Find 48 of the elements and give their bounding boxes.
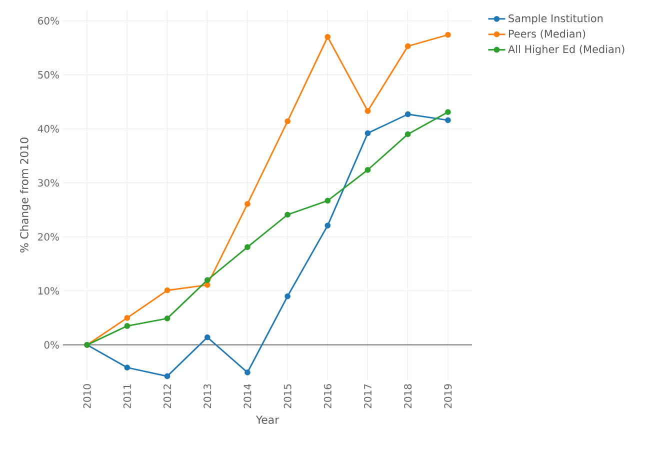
point [244, 200, 250, 207]
point [244, 369, 250, 376]
x-tick-label: 2014 [244, 384, 252, 408]
point [445, 117, 451, 124]
y-tick-label: 30% [38, 179, 59, 187]
y-tick-label: 60% [38, 17, 59, 25]
point [324, 34, 331, 40]
legend-label: Sample Institution [508, 14, 603, 24]
x-axis-title: Year [256, 416, 280, 424]
point [204, 334, 210, 340]
y-tick-label: 40% [38, 125, 59, 133]
y-axis-title: % Change from 2010 [20, 138, 30, 252]
point [364, 130, 371, 136]
point [324, 222, 331, 228]
point [364, 108, 371, 114]
point [124, 323, 130, 329]
point [284, 118, 290, 124]
y-tick-label: 10% [38, 287, 59, 295]
x-tick-label: 2019 [444, 384, 452, 408]
point [164, 287, 170, 294]
legend-label: Peers (Median) [508, 30, 586, 39]
point [404, 131, 411, 138]
point [324, 198, 331, 204]
point [284, 293, 290, 300]
point [124, 314, 130, 321]
point [124, 364, 130, 371]
point [164, 373, 170, 380]
point [404, 43, 411, 50]
legend-label: All Higher Ed (Median) [508, 45, 624, 56]
y-tick-label: 20% [38, 233, 59, 241]
x-tick-label: 2015 [284, 384, 292, 408]
x-tick-label: 2012 [163, 384, 172, 408]
x-tick-label: 2018 [404, 384, 412, 408]
x-tick-label: 2017 [364, 384, 372, 408]
point [284, 212, 290, 218]
point [445, 109, 451, 116]
x-tick-label: 2013 [204, 384, 212, 408]
y-tick-label: 0% [44, 341, 59, 349]
point [204, 277, 210, 284]
point [364, 166, 371, 173]
point [164, 315, 170, 322]
x-tick-label: 2011 [123, 384, 131, 408]
y-tick-label: 50% [38, 71, 59, 79]
point [404, 111, 411, 118]
x-tick-label: 2010 [83, 384, 91, 408]
x-tick-label: 2016 [324, 384, 332, 408]
point [445, 32, 451, 38]
point [244, 244, 250, 250]
